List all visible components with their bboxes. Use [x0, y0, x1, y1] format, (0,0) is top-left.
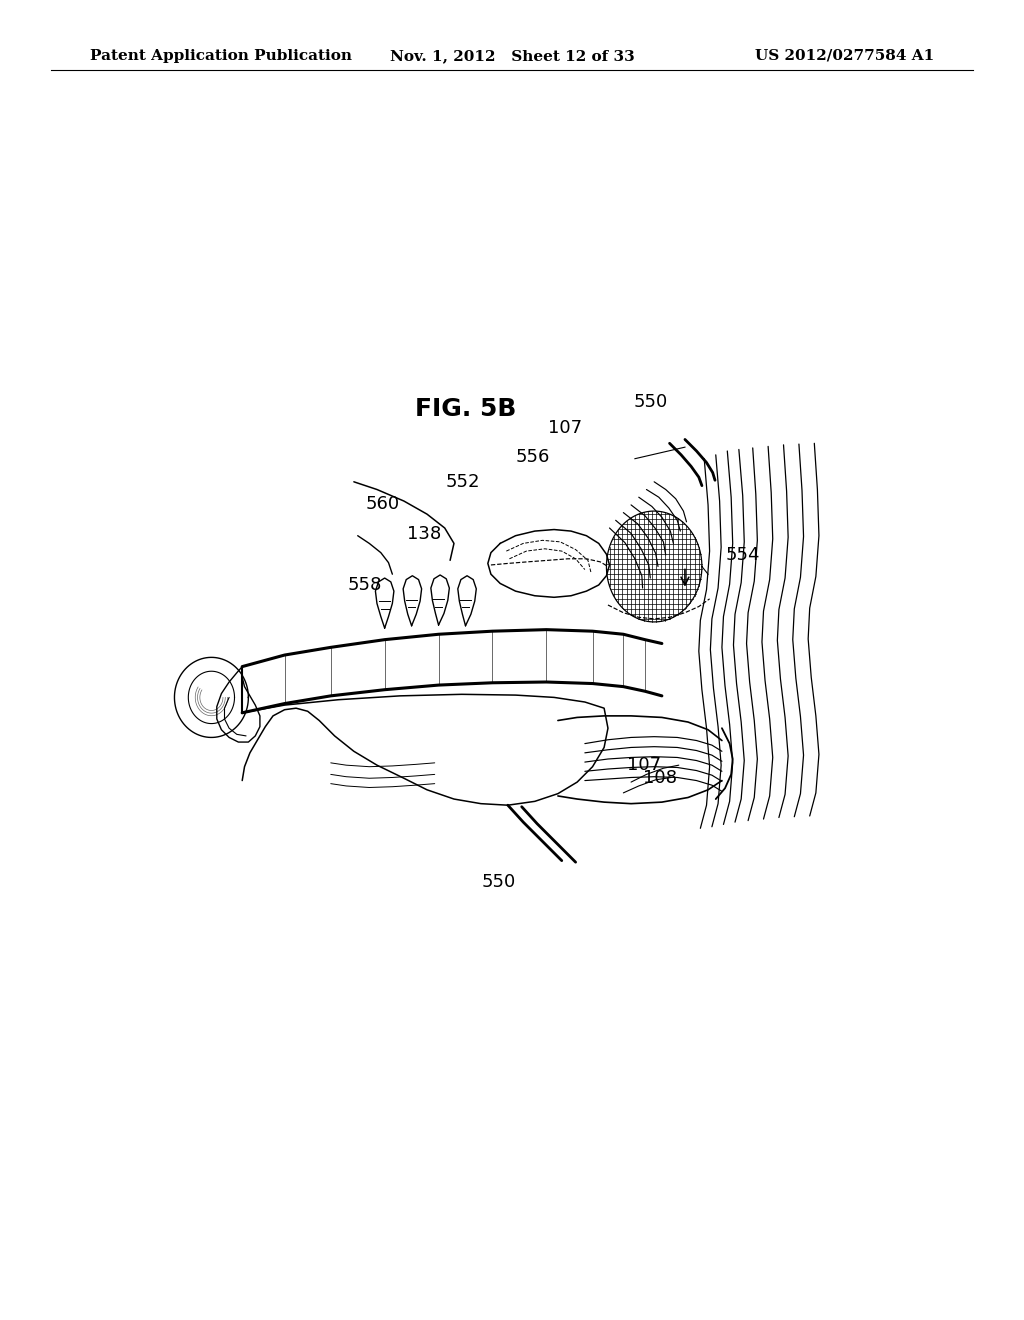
Text: FIG. 5B: FIG. 5B: [416, 397, 517, 421]
Text: 550: 550: [634, 393, 668, 412]
Text: 138: 138: [407, 525, 440, 544]
Text: 108: 108: [643, 770, 677, 788]
Text: Patent Application Publication: Patent Application Publication: [90, 49, 352, 63]
Text: 550: 550: [481, 873, 516, 891]
Text: 560: 560: [366, 495, 399, 513]
Text: 107: 107: [549, 418, 583, 437]
Text: 554: 554: [726, 545, 761, 564]
Text: 556: 556: [515, 449, 550, 466]
Text: 107: 107: [628, 756, 662, 775]
Text: US 2012/0277584 A1: US 2012/0277584 A1: [755, 49, 934, 63]
Text: Nov. 1, 2012   Sheet 12 of 33: Nov. 1, 2012 Sheet 12 of 33: [389, 49, 635, 63]
Text: 552: 552: [446, 473, 480, 491]
Text: 558: 558: [347, 577, 382, 594]
